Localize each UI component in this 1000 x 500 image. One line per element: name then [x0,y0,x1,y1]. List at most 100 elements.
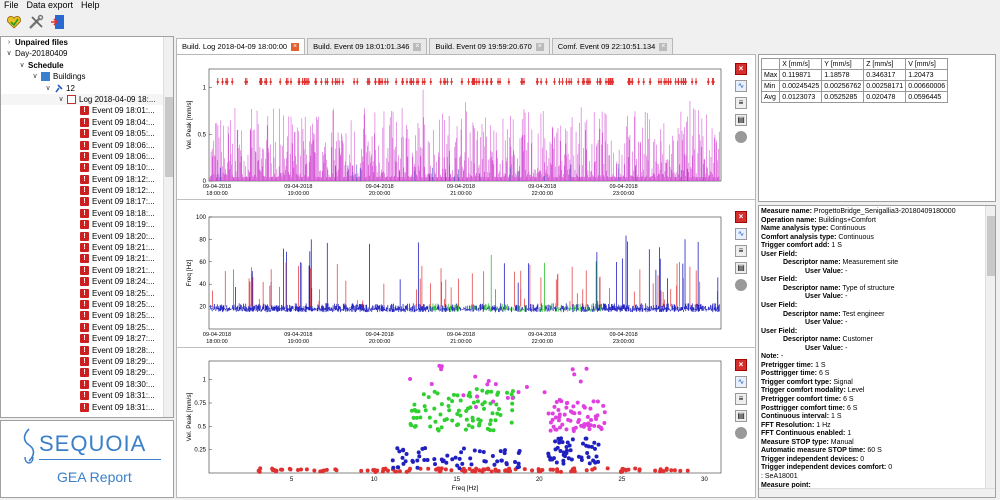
tree-item-label: Event 09 18:12:... [92,174,155,184]
close-red-icon[interactable]: × [735,211,747,223]
scatter-point [548,457,553,462]
info-scrollbar[interactable] [985,206,995,490]
tree-node[interactable]: ∨ Day-20180409 [1,48,173,59]
tree-event-item[interactable]: ! Event 09 18:21:... [1,265,173,276]
tree-event-item[interactable]: ! Event 09 18:17:... [1,196,173,207]
tree-event-item[interactable]: ! Event 09 18:21:... [1,253,173,264]
scatter-point [401,448,406,453]
tree-event-item[interactable]: ! Event 09 18:27:... [1,333,173,344]
tree-node[interactable]: › Unpaired files [1,37,173,48]
scatter-point [426,466,431,471]
circle-icon[interactable] [735,279,747,291]
trigger-dot [356,80,359,84]
tab-close-icon[interactable]: × [535,42,544,51]
chart-icon[interactable]: ∿ [735,228,747,240]
tree-event-item[interactable]: ! Event 09 18:06:... [1,140,173,151]
tab-2[interactable]: Build. Event 09 18:01:01.346 × [307,38,428,54]
tree-event-item[interactable]: ! Event 09 18:01:... [1,105,173,116]
info-hscrollbar[interactable] [759,488,995,497]
tree-event-item[interactable]: ! Event 09 18:29:... [1,367,173,378]
chart-icon[interactable]: ∿ [735,80,747,92]
save-heart-icon[interactable] [5,13,23,31]
tab-3[interactable]: Build. Event 09 19:59:20.670 × [429,38,550,54]
tree-node[interactable]: ∨ Log 2018-04-09 18:... [1,93,173,106]
y-tick-label: 0.25 [194,448,206,454]
tree-event-item[interactable]: ! Event 09 18:31:... [1,402,173,413]
stats-cell: 0.346317 [863,69,907,81]
tree-event-item[interactable]: ! Event 09 18:25:... [1,299,173,310]
scatter-point [436,466,441,471]
menu-data-export[interactable]: Data export [26,0,74,10]
export-icon[interactable]: ≡ [735,393,747,405]
tree-event-item[interactable]: ! Event 09 18:19:... [1,219,173,230]
tree-event-item[interactable]: ! Event 09 18:31:... [1,390,173,401]
exit-door-icon[interactable] [49,13,67,31]
tree-item-label: Event 09 18:30:... [92,379,155,389]
tree-toggle-icon[interactable]: › [7,39,11,46]
scatter-point [542,390,547,395]
scatter-point [423,408,428,413]
tree-toggle-icon[interactable]: ∨ [6,50,12,58]
tab-close-icon[interactable]: × [413,42,422,51]
tree-toggle-icon[interactable]: ∨ [45,84,51,92]
print-icon[interactable]: ▤ [735,410,747,422]
tab-close-icon[interactable]: × [659,42,668,51]
tree-event-item[interactable]: ! Event 09 18:18:... [1,208,173,219]
scatter-point [411,415,416,420]
scatter-point [577,410,582,415]
tree-node[interactable]: ∨ Schedule [1,60,173,71]
scatter-point [653,468,658,473]
circle-icon[interactable] [735,131,747,143]
event-icon: ! [80,334,89,344]
tree-toggle-icon[interactable]: ∨ [19,61,25,69]
tree-event-item[interactable]: ! Event 09 18:05:... [1,128,173,139]
tree-event-item[interactable]: ! Event 09 18:25:... [1,322,173,333]
tree-item-label: Event 09 18:25:... [92,288,155,298]
menu-help[interactable]: Help [81,0,100,10]
tree-event-item[interactable]: ! Event 09 18:30:... [1,379,173,390]
close-red-icon[interactable]: × [735,63,747,75]
print-icon[interactable]: ▤ [735,262,747,274]
tree-event-item[interactable]: ! Event 09 18:10:... [1,162,173,173]
tree-scrollbar[interactable] [163,37,173,417]
tree-event-item[interactable]: ! Event 09 18:20:... [1,231,173,242]
tree-event-item[interactable]: ! Event 09 18:06:... [1,151,173,162]
tree-event-item[interactable]: ! Event 09 18:04:... [1,117,173,128]
tree-event-item[interactable]: ! Event 09 18:21:... [1,242,173,253]
chart-icon[interactable]: ∿ [735,376,747,388]
circle-icon[interactable] [735,427,747,439]
tree-event-item[interactable]: ! Event 09 18:28:... [1,345,173,356]
export-icon[interactable]: ≡ [735,245,747,257]
tree-node[interactable]: ∨ 12 [1,83,173,94]
scatter-point [423,446,428,451]
menu-file[interactable]: File [4,0,19,10]
export-icon[interactable]: ≡ [735,97,747,109]
y-tick-label: 20 [199,305,206,311]
y-tick-label: 1 [203,378,207,384]
trigger-dot [394,80,398,84]
info-key: Trigger comfort type: [761,378,832,386]
scatter-point [596,424,601,429]
tab-4[interactable]: Comf. Event 09 22:10:51.134 × [551,38,674,54]
tree-node[interactable]: ∨ Buildings [1,71,173,82]
info-value: Signal [831,378,853,386]
tree-event-item[interactable]: ! Event 09 18:29:... [1,356,173,367]
close-red-icon[interactable]: × [735,359,747,371]
scatter-point [685,468,690,473]
tree-toggle-icon[interactable]: ∨ [58,95,64,103]
tree-event-item[interactable]: ! Event 09 18:25:... [1,310,173,321]
tree-event-item[interactable]: ! Event 09 18:24:... [1,276,173,287]
tree-event-item[interactable]: ! Event 09 18:25:... [1,288,173,299]
event-icon: ! [80,174,89,184]
tree-event-item[interactable]: ! Event 09 18:12:... [1,174,173,185]
event-icon: ! [80,265,89,275]
print-icon[interactable]: ▤ [735,114,747,126]
event-icon: ! [80,345,89,355]
stats-cell: 0.00660006 [905,80,949,92]
tab-close-icon[interactable]: × [291,42,300,51]
tab-1[interactable]: Build. Log 2018-04-09 18:00:00 × [176,38,306,54]
tree-event-item[interactable]: ! Event 09 18:12:... [1,185,173,196]
tools-icon[interactable] [27,13,45,31]
tree-toggle-icon[interactable]: ∨ [32,73,38,81]
scatter-point [581,404,586,409]
